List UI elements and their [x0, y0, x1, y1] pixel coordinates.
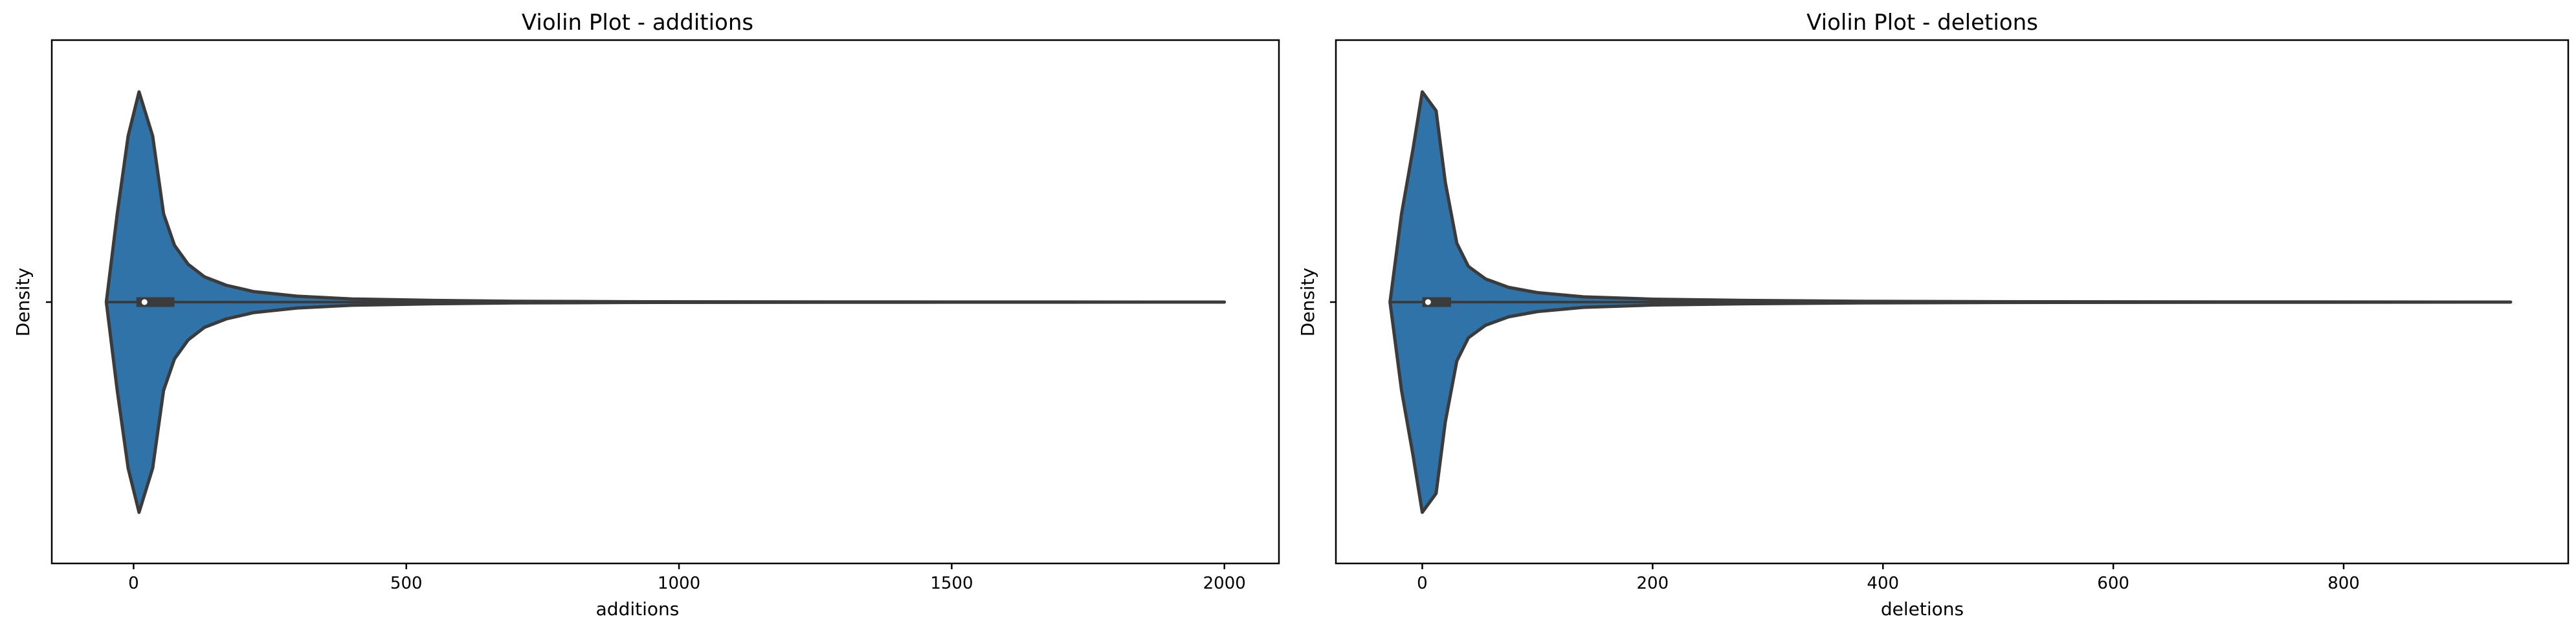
x-tick-label: 200 — [1637, 574, 1669, 593]
x-tick-label: 800 — [2327, 574, 2360, 593]
violin-panel-deletions: Violin Plot - deletions Density deletion… — [1297, 10, 2570, 620]
axes-frame — [1335, 39, 2570, 565]
y-axis-label: Density — [1297, 268, 1318, 336]
x-ticks: 0 500 1000 1500 2000 — [46, 301, 1246, 593]
axes-frame — [50, 39, 1280, 565]
x-tick-label: 500 — [390, 574, 423, 593]
chart-title: Violin Plot - additions — [522, 10, 753, 36]
x-axis-label: additions — [596, 598, 680, 620]
chart-title: Violin Plot - deletions — [1806, 10, 2038, 36]
violin-panel-additions: Violin Plot - additions Density addition… — [12, 10, 1280, 620]
x-axis-label: deletions — [1881, 598, 1964, 620]
x-tick-label: 1500 — [930, 574, 973, 593]
y-axis-label: Density — [12, 268, 34, 336]
x-tick-label: 2000 — [1203, 574, 1246, 593]
plot-area — [1388, 90, 2513, 514]
median-dot — [1425, 299, 1431, 305]
median-dot — [141, 299, 148, 305]
x-tick-label: 400 — [1867, 574, 1899, 593]
x-tick-label: 0 — [1417, 574, 1428, 593]
x-ticks: 0 200 400 600 800 — [1330, 301, 2360, 593]
plot-area — [104, 90, 1227, 514]
x-tick-label: 600 — [2097, 574, 2129, 593]
x-tick-label: 1000 — [658, 574, 700, 593]
x-tick-label: 0 — [128, 574, 139, 593]
